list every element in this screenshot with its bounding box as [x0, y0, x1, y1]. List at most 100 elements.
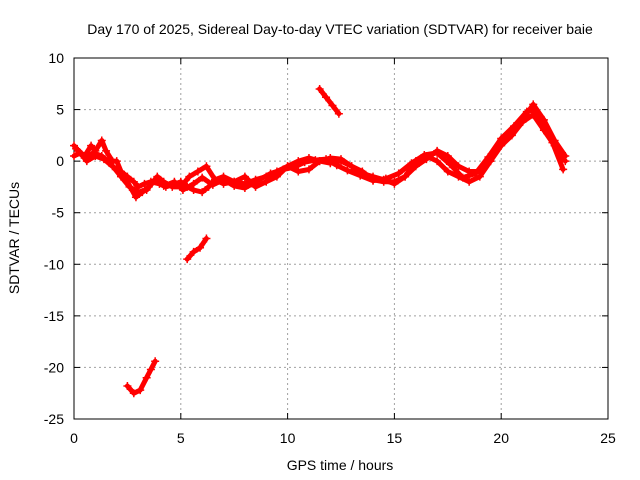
data-point [315, 84, 324, 93]
y-tick-label: -15 [44, 308, 64, 324]
data-point [202, 234, 211, 243]
data-point [208, 180, 217, 189]
data-point [185, 172, 194, 181]
data-point [196, 243, 205, 252]
data-point [97, 136, 106, 145]
data-point [559, 165, 568, 174]
data-point [343, 166, 352, 175]
data-point [304, 165, 313, 174]
data-point [72, 144, 81, 153]
data-point [322, 155, 331, 164]
series-main-track-c [72, 105, 568, 197]
data-point [290, 163, 299, 172]
series-segment-upper [315, 84, 343, 118]
axis-ticks: 0 5 10 15 20 25 -25 -20 -15 -10 -5 0 5 10 [44, 50, 616, 446]
data-point [116, 172, 125, 181]
data-point [70, 151, 78, 160]
y-tick-label: -20 [44, 359, 64, 375]
data-point [443, 151, 452, 160]
data-point [136, 386, 145, 395]
data-point [106, 159, 115, 168]
data-point [531, 105, 540, 114]
data-point [369, 176, 378, 185]
data-point [146, 365, 155, 374]
data-point [443, 167, 452, 176]
chart-title: Day 170 of 2025, Sidereal Day-to-day VTE… [87, 21, 593, 37]
series-segment-mid [183, 234, 211, 264]
data-point [123, 381, 132, 390]
data-point [230, 181, 239, 190]
data-point [497, 134, 506, 143]
data-point [134, 188, 143, 197]
data-point [311, 156, 320, 165]
data-point [337, 157, 345, 166]
data-point [332, 161, 341, 170]
data-point [458, 173, 467, 182]
data-point [125, 182, 134, 191]
data-point [445, 160, 454, 169]
data-point [561, 157, 570, 166]
data-point [183, 255, 192, 264]
x-tick-label: 0 [70, 430, 78, 446]
x-tick-label: 5 [177, 430, 185, 446]
data-point [202, 162, 211, 171]
x-tick-label: 15 [387, 430, 403, 446]
data-point [253, 176, 262, 185]
data-point [142, 373, 151, 382]
data-point [407, 159, 416, 168]
data-point [484, 153, 493, 162]
data-point [433, 157, 442, 166]
data-point [112, 157, 121, 166]
data-point [475, 172, 484, 181]
series-segment-low [123, 357, 160, 398]
y-tick-label: 5 [56, 102, 64, 118]
series-line [184, 236, 209, 262]
data-point [189, 247, 198, 256]
data-point [266, 169, 275, 178]
y-tick-label: -5 [52, 205, 65, 221]
x-tick-label: 10 [280, 430, 296, 446]
series-line [317, 86, 342, 117]
data-point [193, 167, 202, 176]
y-axis-label: SDTVAR / TECUs [6, 182, 22, 294]
data-point [240, 183, 249, 192]
y-tick-label: -25 [44, 411, 64, 427]
data-point [328, 101, 337, 110]
data-point [381, 174, 390, 183]
data-point [507, 131, 516, 140]
data-point [548, 138, 557, 147]
data-point [97, 151, 106, 160]
y-tick-label: 0 [56, 153, 64, 169]
data-point [240, 172, 249, 181]
data-point [219, 175, 228, 184]
x-tick-label: 25 [600, 430, 616, 446]
data-point [454, 162, 463, 171]
data-point [159, 181, 168, 190]
data-point [178, 186, 187, 195]
data-point [356, 171, 365, 180]
data-point [151, 357, 160, 366]
data-point [142, 186, 151, 195]
data-point [322, 93, 331, 102]
data-point [151, 175, 160, 184]
data-point [420, 150, 429, 159]
data-point [394, 169, 403, 178]
data-point [262, 177, 271, 186]
y-tick-label: 10 [48, 50, 64, 66]
data-series [70, 84, 570, 398]
data-point [189, 179, 198, 188]
data-point [131, 193, 140, 202]
data-point [347, 162, 356, 171]
data-point [433, 148, 442, 157]
data-point [80, 154, 89, 163]
data-point [102, 146, 111, 155]
x-tick-label: 20 [493, 430, 509, 446]
data-point [300, 158, 309, 167]
plot-frame [73, 57, 609, 420]
data-point [465, 177, 474, 186]
data-point [170, 177, 179, 186]
grid-lines [74, 58, 608, 419]
series-line [73, 107, 566, 195]
